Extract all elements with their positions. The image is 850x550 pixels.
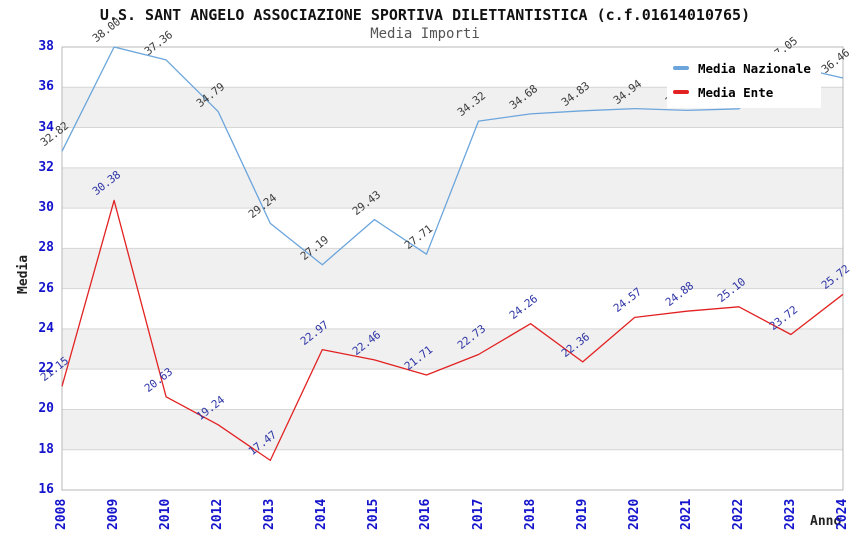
chart-subtitle: Media Importi [370, 26, 480, 42]
legend-item-media-nazionale: Media Nazionale [673, 56, 811, 80]
chart-title: U.S. SANT ANGELO ASSOCIAZIONE SPORTIVA D… [99, 6, 751, 24]
grid-band [62, 328, 843, 370]
plot-border [61, 46, 844, 491]
legend-label-media-ente: Media Ente [698, 84, 774, 100]
x-axis-title: Anno [810, 514, 842, 529]
media-nazionale-line-swatch [673, 66, 689, 70]
grid-band [62, 409, 843, 450]
legend-item-media-ente: Media Ente [673, 80, 811, 104]
series-line-media-ente [61, 199, 844, 462]
legend: Media Nazionale Media Ente [667, 52, 821, 108]
grid-band [62, 248, 843, 289]
series-line-media-nazionale [61, 46, 844, 266]
legend-label-media-nazionale: Media Nazionale [698, 60, 811, 76]
media-ente-line-swatch [673, 90, 689, 94]
